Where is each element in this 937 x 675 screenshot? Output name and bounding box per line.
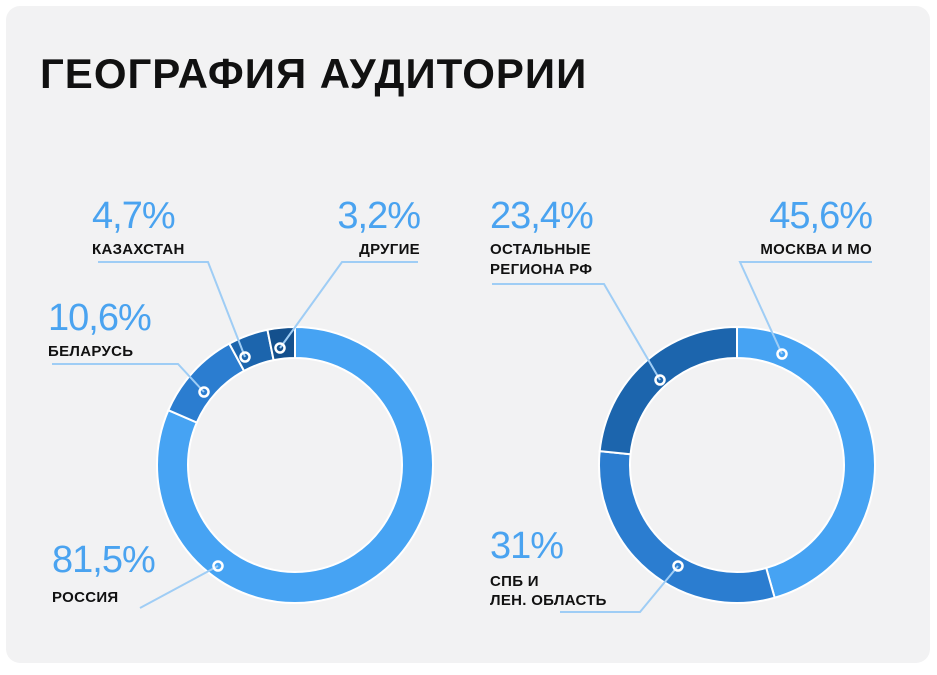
leader-line <box>279 261 418 349</box>
data-label-percent: 45,6% <box>769 195 872 237</box>
slice-marker <box>672 560 684 572</box>
page-title: ГЕОГРАФИЯ АУДИТОРИИ <box>40 50 588 97</box>
slice-marker <box>239 351 251 363</box>
slice-marker <box>776 348 788 360</box>
data-label-percent: 4,7% <box>92 195 175 237</box>
donut-slice-1-2 <box>167 342 246 424</box>
leader-line <box>139 565 219 609</box>
leader-line <box>98 261 246 358</box>
data-label-percent: 10,6% <box>48 297 151 339</box>
category-label: КАЗАХСТАН <box>92 241 185 258</box>
leader-line <box>492 283 661 381</box>
slice-marker <box>274 342 286 354</box>
data-label-percent: 3,2% <box>337 195 420 237</box>
donut-slice-2-1 <box>736 325 876 599</box>
data-label-percent: 23,4% <box>490 195 593 237</box>
donut-slice-2-2 <box>598 450 776 604</box>
data-label-percent: 31% <box>490 525 563 567</box>
donut-slice-1-1 <box>156 325 434 604</box>
category-label: БЕЛАРУСЬ <box>48 343 133 360</box>
donut-chart-regions: 45,6% МОСКВА И МО 31% СПБ И ЛЕН. ОБЛАСТЬ 23,4… <box>490 195 876 613</box>
category-label: ДРУГИЕ <box>359 241 420 258</box>
category-label: МОСКВА И МО <box>760 241 872 258</box>
donut-chart-countries: 81,5% РОССИЯ 10,6% БЕЛАРУСЬ 4,7% КАЗАХСТАН 3,2… <box>48 195 434 609</box>
category-label: РОССИЯ <box>52 589 119 606</box>
leader-line <box>560 565 679 613</box>
slice-marker <box>654 374 666 386</box>
donut-slice-2-3 <box>598 325 738 456</box>
leader-line <box>738 261 872 355</box>
category-label: СПБ И ЛЕН. ОБЛАСТЬ <box>490 573 607 609</box>
slice-marker <box>212 560 224 572</box>
slice-marker <box>198 386 210 398</box>
leader-line <box>52 363 205 393</box>
data-label-percent: 81,5% <box>52 539 155 581</box>
category-label: ОСТАЛЬНЫЕ РЕГИОНА РФ <box>490 241 592 278</box>
